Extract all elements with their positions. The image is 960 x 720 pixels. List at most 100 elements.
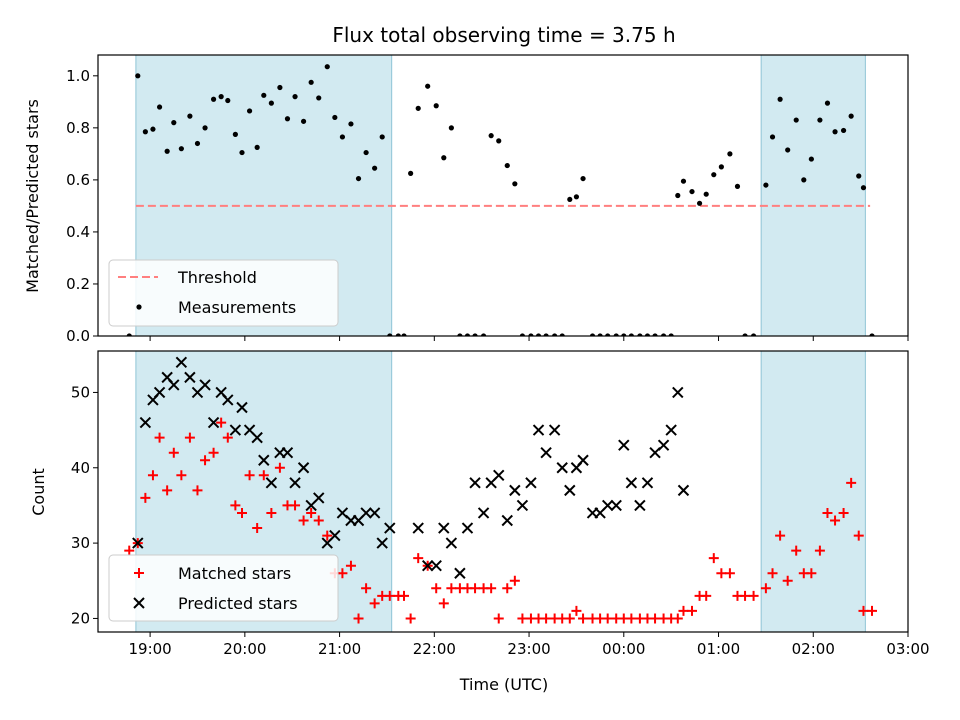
bottom-y-tick-label: 30 (71, 534, 90, 552)
x-tick-label: 23:00 (507, 640, 550, 658)
measurement-point (824, 100, 831, 106)
top-frame (97, 54, 909, 337)
matched-star-point (154, 432, 165, 443)
predicted-star-point (577, 454, 589, 466)
predicted-star-point (132, 537, 144, 549)
measurement-point (316, 95, 322, 101)
legend-measurements-label: Measurements (178, 298, 296, 317)
matched-star-point (748, 590, 759, 601)
predicted-star-point (289, 477, 301, 489)
measurement-point (801, 177, 807, 183)
matched-star-point (313, 515, 324, 526)
measurement-point (519, 333, 526, 336)
measurement-point (387, 333, 393, 336)
matched-star-point (678, 605, 689, 616)
legend-threshold-label: Threshold (177, 268, 257, 287)
matched-star-point (176, 470, 187, 481)
matched-star-point (200, 455, 211, 466)
measurement-point (433, 103, 439, 109)
top-y-tick-label: 0.4 (66, 223, 90, 241)
measurement-point (425, 83, 431, 89)
measurement-point (441, 155, 447, 161)
measurement-point (210, 96, 217, 102)
matched-star-point (147, 470, 158, 481)
x-tick-label: 01:00 (697, 640, 740, 658)
top-y-tick-label: 1.0 (66, 67, 90, 85)
measurement-point (785, 147, 791, 153)
measurement-point (202, 125, 208, 131)
measurement-point (727, 151, 733, 157)
legend-matched-swatch (134, 568, 144, 578)
matched-star-point (384, 590, 395, 601)
bottom-y-tick-label: 50 (71, 383, 90, 401)
predicted-star-point (184, 371, 196, 384)
matched-star-point (322, 530, 333, 541)
measurement-point (660, 333, 667, 336)
measurement-point (355, 175, 362, 182)
measurement-point (680, 178, 687, 184)
matched-star-point (290, 500, 301, 511)
predicted-star-point (525, 477, 537, 489)
measurement-point (464, 333, 471, 336)
predicted-star-point (438, 522, 450, 534)
matched-star-point (822, 507, 833, 518)
measurement-point (512, 181, 518, 187)
measurement-point (401, 333, 407, 336)
legend-box (108, 259, 339, 327)
measurement-point (567, 196, 573, 203)
predicted-star-point (677, 484, 690, 497)
predicted-star-point (329, 529, 341, 542)
matched-star-point (337, 568, 348, 579)
measurement-point (869, 333, 875, 336)
matched-star-point (846, 477, 857, 488)
measurement-point (605, 333, 611, 336)
x-tick-label: 19:00 (128, 640, 171, 658)
predicted-star-point (175, 356, 188, 369)
predicted-star-point (384, 522, 396, 534)
measurement-point (261, 92, 267, 98)
x-tick-label: 03:00 (886, 640, 929, 658)
predicted-star-point (153, 386, 166, 399)
measurement-point (644, 333, 651, 336)
matched-star-point (687, 605, 697, 616)
matched-star-point (438, 598, 449, 609)
measurement-point (689, 188, 695, 195)
measurement-point (734, 183, 741, 189)
measurement-point (324, 64, 330, 70)
measurement-point (126, 333, 132, 336)
measurement-point (363, 149, 369, 156)
measurement-point (535, 333, 542, 336)
bottom-frame (97, 350, 909, 633)
predicted-star-point (665, 424, 677, 436)
measurement-point (171, 120, 177, 126)
predicted-star-point (412, 522, 424, 534)
matched-star-point (216, 417, 227, 428)
matched-star-point (716, 568, 727, 579)
predicted-star-point (265, 477, 278, 489)
matched-star-point (502, 583, 513, 594)
predicted-star-point (601, 499, 614, 512)
matched-star-point (222, 432, 233, 443)
top-y-tick-label: 0.0 (66, 327, 90, 345)
measurement-point (395, 333, 401, 336)
measurement-point (573, 194, 580, 200)
measurement-point (628, 333, 634, 336)
measurement-point (763, 182, 769, 188)
measurement-point (711, 172, 717, 178)
measurement-point (793, 117, 799, 123)
measurement-point (218, 94, 224, 100)
predicted-star-point (229, 424, 242, 436)
measurement-point (856, 173, 862, 179)
matched-star-point (486, 583, 497, 594)
predicted-star-point (251, 431, 263, 444)
matched-star-point (578, 613, 589, 624)
matched-star-point (184, 432, 195, 443)
matched-star-point (767, 568, 778, 579)
predicted-star-point (368, 507, 381, 519)
matched-star-point (672, 613, 683, 624)
predicted-star-point (445, 537, 458, 549)
top-legend: Threshold Measurements (108, 259, 339, 327)
measurement-point (472, 333, 478, 336)
matched-star-point (541, 613, 552, 624)
legend-predicted-label: Predicted stars (178, 594, 298, 613)
